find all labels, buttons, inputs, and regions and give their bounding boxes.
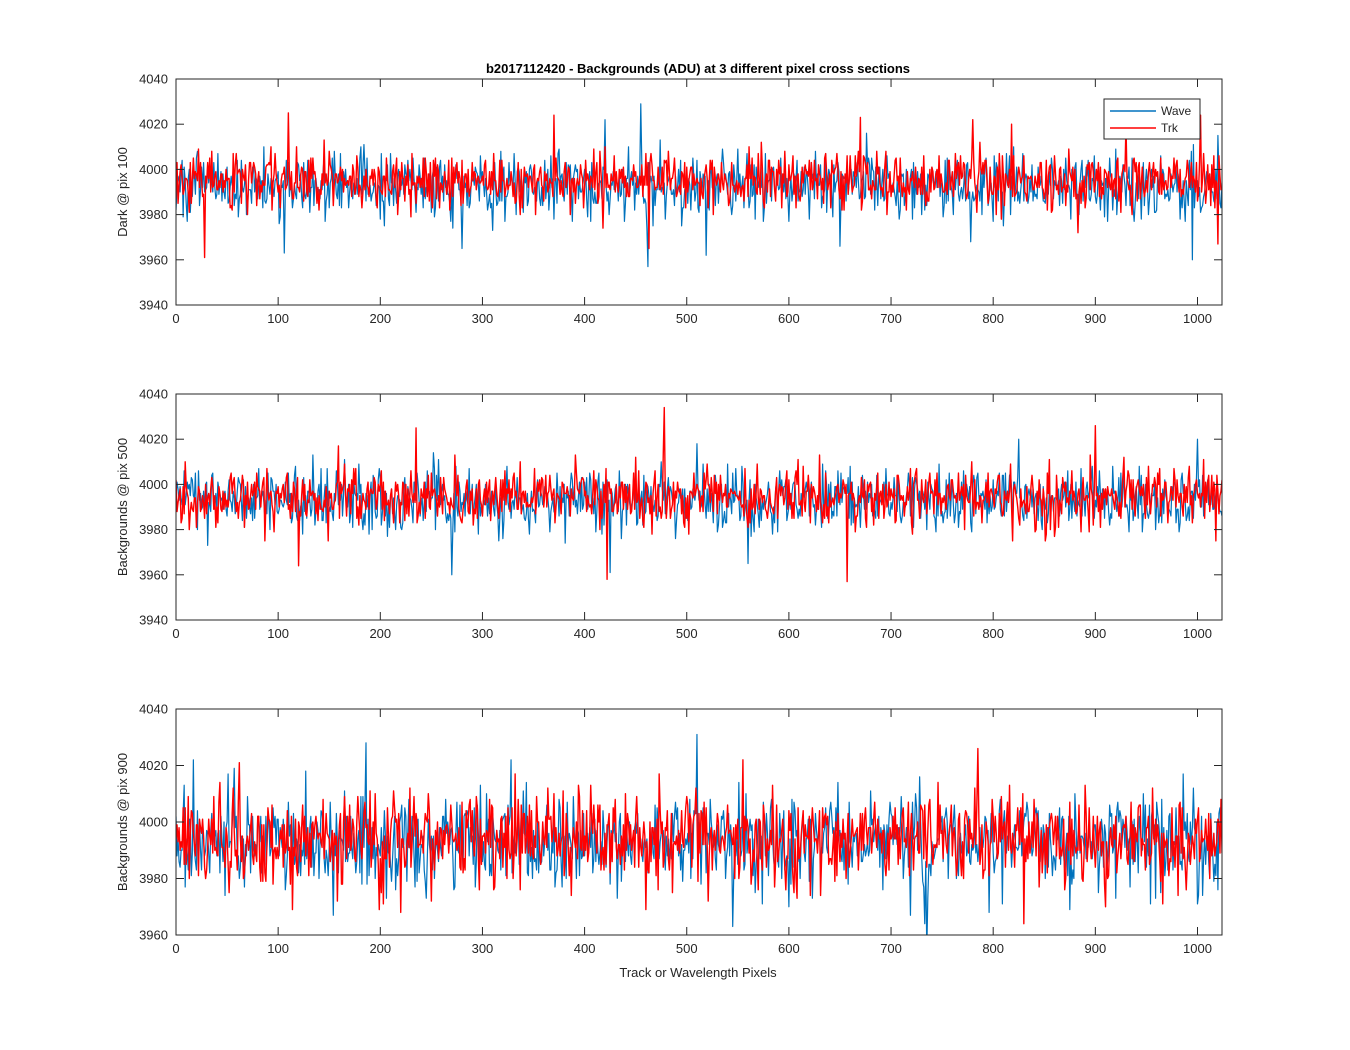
x-tick-label: 200	[369, 626, 391, 641]
y-tick-label: 3960	[139, 252, 168, 267]
x-tick-label: 600	[778, 626, 800, 641]
x-tick-label: 100	[267, 626, 289, 641]
axes-backgrounds-pix-900: 0 100 200 300 400 500 600 700 800 900 1000 3960 3980…	[115, 702, 1223, 956]
axes-dark-pix-100: 0 100 200 300 400 500 600 700 800 900 1000 3940 3960…	[115, 72, 1223, 326]
y-tick-label: 4000	[139, 815, 168, 830]
y-tick-label: 3980	[139, 871, 168, 886]
y-tick-label: 4000	[139, 162, 168, 177]
x-tick-label: 400	[574, 311, 596, 326]
x-tick-label: 300	[472, 941, 494, 956]
x-tick-label: 900	[1084, 626, 1106, 641]
y-tick-label: 4020	[139, 758, 168, 773]
legend-entry-wave: Wave	[1161, 104, 1192, 118]
y-axis-label: Backgrounds @ pix 500	[115, 438, 130, 576]
y-tick-label: 3940	[139, 613, 168, 628]
y-tick-label: 4040	[139, 72, 168, 87]
series-line-trk	[176, 112, 1222, 259]
x-tick-label: 800	[982, 626, 1004, 641]
x-tick-label: 500	[676, 941, 698, 956]
y-tick-label: 4040	[139, 387, 168, 402]
x-tick-label: 400	[574, 941, 596, 956]
y-tick-label: 4020	[139, 117, 168, 132]
x-tick-label: 800	[982, 941, 1004, 956]
y-tick-label: 4040	[139, 702, 168, 717]
x-tick-label: 300	[472, 626, 494, 641]
x-tick-label: 500	[676, 311, 698, 326]
x-tick-label: 900	[1084, 941, 1106, 956]
series-line-trk	[176, 406, 1222, 583]
y-axis-label: Backgrounds @ pix 900	[115, 753, 130, 891]
x-tick-label: 200	[369, 311, 391, 326]
legend	[1103, 98, 1201, 140]
y-tick-label: 4020	[139, 432, 168, 447]
x-tick-label: 100	[267, 311, 289, 326]
y-tick-label: 3980	[139, 207, 168, 222]
x-tick-label: 800	[982, 311, 1004, 326]
x-tick-label: 500	[676, 626, 698, 641]
axes-box	[175, 78, 1223, 306]
x-tick-label: 100	[267, 941, 289, 956]
y-tick-label: 3980	[139, 522, 168, 537]
legend-entry-trk: Trk	[1161, 121, 1179, 135]
x-tick-label: 700	[880, 311, 902, 326]
x-axis-label: Track or Wavelength Pixels	[619, 965, 777, 980]
x-tick-label: 200	[369, 941, 391, 956]
y-tick-label: 4000	[139, 477, 168, 492]
x-tick-label: 400	[574, 626, 596, 641]
y-axis-label: Dark @ pix 100	[115, 147, 130, 237]
series-line-trk	[176, 747, 1222, 925]
x-tick-label: 600	[778, 941, 800, 956]
x-tick-label: 900	[1084, 311, 1106, 326]
x-tick-label: 1000	[1183, 311, 1212, 326]
figure-title: b2017112420 - Backgrounds (ADU) at 3 dif…	[486, 61, 910, 76]
x-tick-label: 0	[172, 311, 179, 326]
axes-box	[175, 393, 1223, 621]
x-tick-label: 0	[172, 626, 179, 641]
y-tick-label: 3940	[139, 298, 168, 313]
plot-area	[176, 394, 1222, 620]
x-tick-label: 700	[880, 941, 902, 956]
y-tick-label: 3960	[139, 567, 168, 582]
y-tick-label: 3960	[139, 928, 168, 943]
axes-backgrounds-pix-500: 0 100 200 300 400 500 600 700 800 900 1000 3940 3960…	[115, 387, 1223, 641]
x-tick-label: 1000	[1183, 626, 1212, 641]
x-tick-label: 0	[172, 941, 179, 956]
x-tick-label: 600	[778, 311, 800, 326]
x-tick-label: 1000	[1183, 941, 1212, 956]
x-tick-label: 700	[880, 626, 902, 641]
x-tick-label: 300	[472, 311, 494, 326]
